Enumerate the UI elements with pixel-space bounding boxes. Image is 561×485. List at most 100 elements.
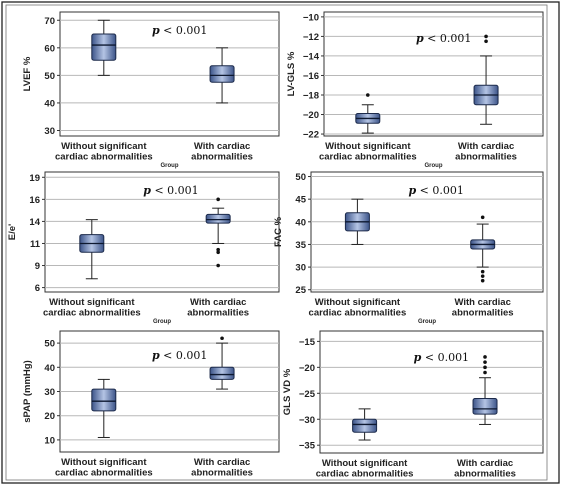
iqr-box	[472, 397, 498, 415]
outlier-point	[480, 215, 485, 220]
y-tick-label: −16	[303, 71, 319, 82]
y-tick-label: 40	[44, 363, 55, 374]
chart-panel: 25 30 35 40 45 50 FAC % p < 0.001 Without signif…	[273, 171, 544, 325]
y-tick-label: −20	[299, 363, 315, 374]
iqr-box	[205, 213, 231, 224]
box-without-abnormalities	[344, 198, 370, 245]
y-tick-label: −10	[303, 12, 319, 23]
iqr-box	[91, 388, 117, 412]
y-tick-label: 60	[44, 43, 55, 54]
y-axis-label: FAC %	[273, 216, 284, 247]
plot-area	[44, 171, 280, 293]
outlier-point	[483, 370, 487, 375]
y-tick-label: 14	[29, 217, 40, 228]
p-symbol: p	[143, 184, 151, 197]
y-tick-label: 19	[29, 173, 40, 184]
x-category-label-line: cardiac abnormalities	[316, 469, 414, 480]
y-tick-label: 30	[44, 126, 55, 137]
p-threshold: < 0.001	[151, 184, 199, 197]
chart-panel: 6 9 11 14 16 19 E/e' p < 0.001 Without significa…	[7, 171, 280, 325]
x-category-label: Without significant cardiac abnormalities	[309, 297, 407, 319]
x-category-label: With cardiac abnormalities	[454, 458, 516, 480]
x-category-label: Without significant cardiac abnormalities	[43, 297, 141, 319]
x-category-label-line: Without significant	[315, 297, 401, 308]
box-without-abnormalities	[79, 219, 105, 280]
x-category-label-line: cardiac abnormalities	[309, 308, 407, 319]
iqr-box	[209, 65, 235, 83]
y-tick-label: −18	[303, 90, 319, 101]
chart-panel: −22 −20 −18 −16 −14 −12 −10 LV-GLS % p < 0.001 Wi…	[286, 11, 544, 169]
outlier-point	[480, 278, 485, 283]
y-tick-label: 20	[44, 411, 55, 422]
p-symbol: p	[416, 32, 424, 45]
outlier-point	[480, 269, 485, 274]
y-tick-label: 40	[295, 217, 306, 228]
y-tick-label: 45	[295, 195, 306, 206]
y-axis-label: GLS VD %	[282, 368, 293, 415]
outlier-point	[366, 93, 370, 97]
x-category-label-line: With cardiac	[190, 297, 246, 308]
x-category-label-line: abnormalities	[455, 152, 517, 163]
x-category-label-line: Without significant	[49, 297, 135, 308]
y-tick-label: −20	[303, 110, 319, 121]
x-category-label-line: With cardiac	[194, 141, 250, 152]
plot-area	[310, 171, 544, 293]
outlier-point	[483, 355, 487, 359]
y-tick-label: 6	[35, 283, 40, 294]
y-axis-label: E/e'	[7, 224, 18, 241]
outlier-point	[216, 247, 220, 252]
y-tick-label: 30	[295, 263, 306, 274]
x-category-label: Without significant cardiac abnormalities	[55, 457, 153, 479]
outlier-point	[484, 34, 488, 39]
y-tick-label: 70	[44, 16, 55, 27]
y-tick-label: −15	[299, 337, 316, 348]
outlier-point	[216, 250, 220, 255]
y-tick-label: 9	[35, 261, 40, 272]
x-category-label-line: abnormalities	[452, 308, 514, 319]
iqr-box	[209, 366, 235, 380]
y-tick-label: 50	[44, 71, 55, 82]
box-without-abnormalities	[91, 378, 117, 438]
x-category-label-line: With cardiac	[457, 458, 513, 469]
p-symbol: p	[408, 184, 416, 197]
x-category-label-line: With cardiac	[458, 141, 514, 152]
y-tick-label: 35	[295, 240, 306, 251]
plot-area	[319, 330, 544, 454]
x-category-label: With cardiac abnormalities	[191, 141, 253, 163]
box-with-abnormalities	[209, 336, 235, 390]
y-tick-label: 10	[44, 435, 55, 446]
y-axis-label: LVEF %	[22, 56, 33, 91]
outlier-point	[480, 274, 485, 278]
plot-area	[59, 11, 280, 137]
x-category-label-line: Without significant	[322, 458, 408, 469]
y-axis-label: LV-GLS %	[286, 51, 297, 96]
x-category-label-line: abnormalities	[191, 468, 253, 479]
p-value-annotation: p < 0.001	[414, 351, 469, 364]
p-value-annotation: p < 0.001	[408, 184, 463, 197]
x-category-label-line: abnormalities	[187, 308, 249, 319]
y-tick-label: 30	[44, 387, 55, 398]
x-category-label: Without significant cardiac abnormalities	[55, 141, 153, 163]
y-tick-label: −35	[299, 441, 316, 452]
chart-panel: −35 −30 −25 −20 −15 GLS VD % p < 0.001 Without …	[282, 330, 544, 480]
x-category-label: Without significant cardiac abnormalities	[316, 458, 414, 480]
x-category-label-line: cardiac abnormalities	[43, 308, 141, 319]
p-value-annotation: p < 0.001	[416, 32, 471, 45]
x-category-label-line: With cardiac	[194, 457, 250, 468]
x-category-label-line: Without significant	[61, 457, 147, 468]
y-tick-label: −25	[299, 389, 316, 400]
x-category-label: With cardiac abnormalities	[452, 297, 514, 319]
p-value-annotation: p < 0.001	[152, 24, 207, 37]
x-axis-label: Group	[153, 319, 171, 325]
outlier-point	[484, 39, 488, 44]
box-without-abnormalities	[352, 408, 378, 441]
outlier-point	[216, 197, 220, 202]
y-tick-label: 11	[30, 239, 41, 250]
x-axis-label: Group	[418, 319, 436, 325]
y-tick-label: 50	[295, 172, 306, 183]
iqr-box	[352, 418, 378, 433]
x-category-label-line: Without significant	[325, 141, 411, 152]
outlier-point	[483, 360, 487, 364]
